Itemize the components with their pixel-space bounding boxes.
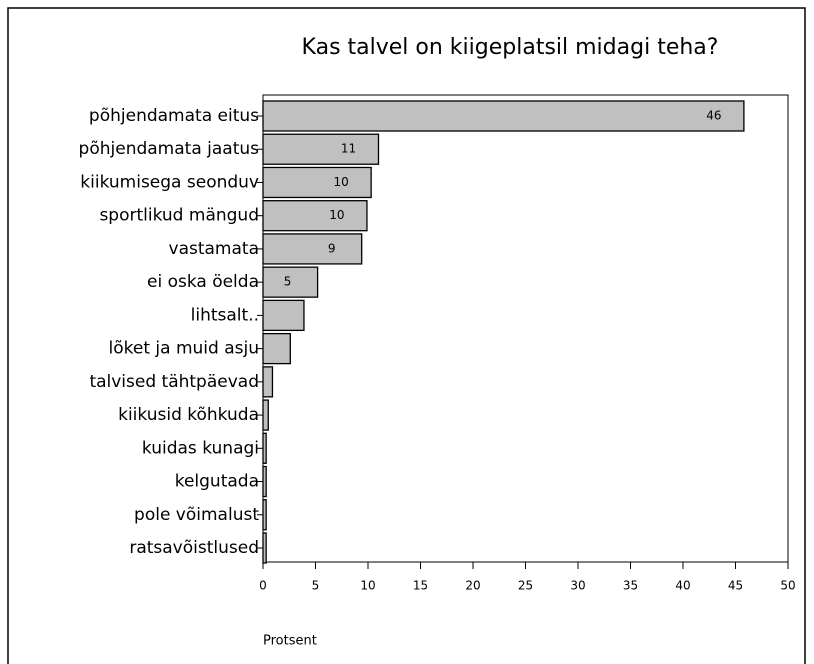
x-tick-label: 45: [728, 579, 743, 593]
y-tick-label: pole võimalust: [134, 505, 259, 525]
bar: [262, 532, 267, 564]
bar: [262, 465, 267, 498]
x-tick-label: 30: [570, 579, 585, 593]
y-tick-label: talvised tähtpäevad: [89, 372, 259, 392]
y-tick-label: ratsavõistlused: [129, 538, 259, 558]
x-tick-label: 15: [413, 579, 428, 593]
y-tick-label: lõket ja muid asju: [109, 339, 259, 359]
x-tick-label: 10: [360, 579, 375, 593]
bar: [262, 200, 368, 232]
bar: [262, 266, 319, 298]
y-tick-label: kiikusid kõhkuda: [118, 405, 259, 425]
x-tick-label: 35: [623, 579, 638, 593]
y-tick-label: põhjendamata jaatus: [79, 139, 260, 159]
y-tick-label: kuidas kunagi: [142, 438, 259, 458]
bar: [262, 366, 274, 398]
y-tick-label: sportlikud mängud: [99, 206, 259, 226]
outer-frame: [7, 7, 806, 664]
y-tick-label: kiikumisega seonduv: [80, 172, 259, 192]
plot-frame: [262, 94, 789, 563]
bar: [262, 166, 372, 199]
value-label: 10: [329, 208, 344, 222]
y-tick-label: ei oska öelda: [147, 272, 259, 292]
value-label: 46: [706, 109, 721, 123]
y-tick-label: põhjendamata eitus: [89, 106, 259, 126]
bar: [262, 499, 267, 531]
bar: [262, 133, 380, 165]
bar: [262, 100, 745, 132]
bar: [262, 299, 305, 332]
value-label: 10: [334, 175, 349, 189]
value-label: 11: [341, 142, 356, 156]
y-tick-label: vastamata: [169, 239, 259, 259]
bar: [262, 332, 291, 365]
y-tick-label: lihtsalt..: [191, 305, 259, 325]
x-tick-label: 0: [259, 579, 267, 593]
x-tick-label: 20: [465, 579, 480, 593]
bar: [262, 399, 269, 431]
x-tick-label: 25: [518, 579, 533, 593]
bar: [262, 233, 363, 265]
y-tick-label: kelgutada: [175, 472, 259, 492]
chart-title: Kas talvel on kiigeplatsil midagi teha?: [302, 35, 719, 60]
value-label: 5: [284, 275, 292, 289]
x-tick-label: 50: [780, 579, 795, 593]
x-tick-label: 40: [675, 579, 690, 593]
bar: [262, 432, 267, 464]
value-label: 9: [328, 241, 336, 255]
x-axis-label: Protsent: [263, 634, 317, 649]
x-tick-label: 5: [312, 579, 320, 593]
